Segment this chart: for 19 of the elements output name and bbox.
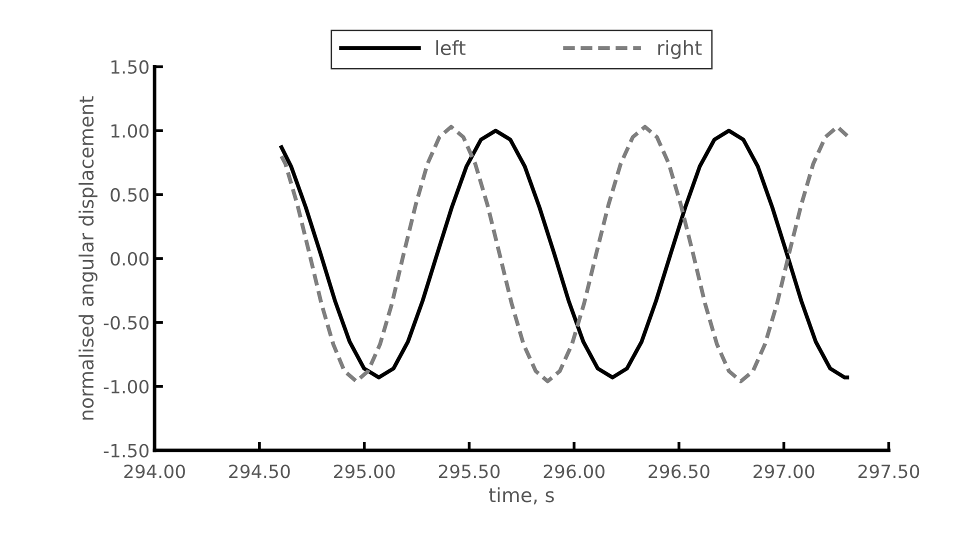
y-tick-label: -1.00 [104, 380, 148, 394]
x-tick-label: 295.50 [438, 464, 500, 478]
x-tick-label: 296.50 [648, 464, 710, 478]
x-tick-label: 297.50 [858, 464, 920, 478]
y-tick-label: -1.50 [104, 444, 148, 458]
y-tick-label: -0.50 [104, 316, 148, 330]
x-tick-label: 297.00 [754, 464, 814, 478]
x-tick-label: 296.00 [544, 464, 604, 478]
y-tick-label: 0.50 [110, 188, 148, 202]
y-axis-title: normalised angular displacement [78, 96, 98, 420]
x-axis-title: time, s [488, 487, 554, 504]
x-tick-label: 294.00 [124, 464, 185, 478]
legend-label: left [436, 40, 466, 56]
x-tick-label: 294.50 [229, 464, 290, 478]
x-tick-label: 295.00 [334, 464, 395, 478]
legend-label: right [658, 40, 702, 59]
y-tick-label: 1.00 [111, 124, 148, 138]
y-tick-label: 1.50 [111, 60, 148, 74]
y-tick-label: 0.00 [110, 252, 148, 266]
